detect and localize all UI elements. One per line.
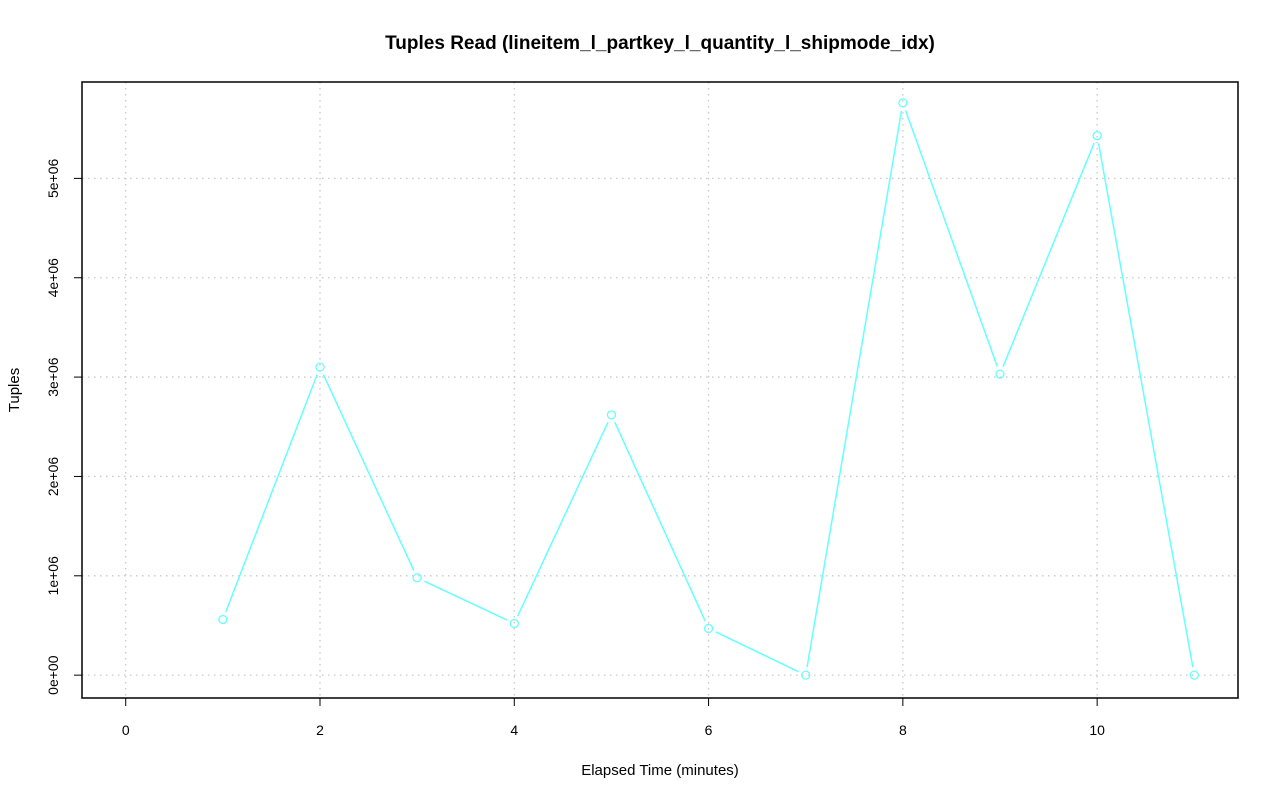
series-line-segment	[614, 421, 706, 622]
x-tick-label: 0	[122, 722, 130, 738]
series-line-segment	[225, 374, 318, 613]
data-point	[1189, 670, 1199, 680]
series-layer	[218, 98, 1199, 680]
y-axis: 0e+00 1e+06 2e+06 3e+06 4e+06 5e+06	[45, 159, 82, 695]
x-axis-label: Elapsed Time (minutes)	[581, 762, 739, 779]
chart-title: Tuples Read (lineitem_l_partkey_l_quanti…	[385, 33, 935, 54]
data-point	[703, 623, 714, 634]
y-tick-label: 1e+06	[45, 556, 61, 596]
y-tick-label: 0e+00	[45, 655, 61, 695]
series-line-segment	[806, 110, 903, 668]
data-point	[1092, 131, 1102, 141]
data-point	[218, 614, 228, 625]
data-point	[412, 573, 422, 583]
series-line-segment	[1002, 142, 1095, 367]
series-line-segment	[424, 580, 508, 621]
series-line-segment	[1097, 143, 1194, 668]
y-tick-label: 5e+06	[45, 159, 61, 199]
x-axis: 0 2 4 6 8 10	[122, 698, 1105, 738]
x-tick-label: 6	[705, 722, 713, 738]
series-line-segment	[516, 421, 609, 617]
x-tick-label: 2	[316, 722, 324, 738]
data-point	[606, 410, 617, 420]
data-point	[801, 670, 811, 680]
data-point	[315, 362, 325, 372]
data-point	[898, 98, 908, 108]
x-tick-label: 4	[510, 722, 518, 738]
data-point	[995, 369, 1005, 379]
data-point	[509, 618, 519, 629]
y-tick-label: 3e+06	[45, 357, 61, 397]
grid-layer	[82, 82, 1238, 698]
plot-frame	[81, 81, 1239, 699]
x-tick-label: 10	[1089, 722, 1105, 738]
series-line-segment	[715, 631, 799, 673]
y-tick-label: 2e+06	[45, 457, 61, 497]
series-line-segment	[904, 110, 999, 367]
x-tick-label: 8	[899, 722, 907, 738]
series-line-segment	[322, 374, 415, 571]
y-axis-label: Tuples	[6, 368, 23, 412]
y-tick-label: 4e+06	[45, 258, 61, 298]
